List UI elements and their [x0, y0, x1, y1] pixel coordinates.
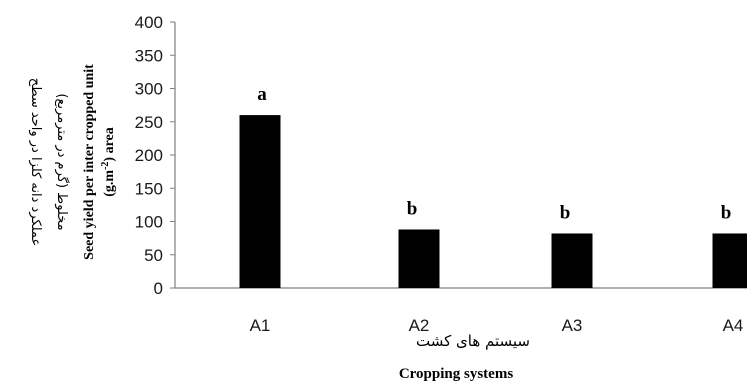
y-tick-label: 200	[135, 146, 163, 165]
x-axis-label-en: Cropping systems	[399, 366, 513, 382]
y-axis-label-fa-line2: مخلوط (گرم در مترمربع)	[54, 93, 70, 230]
y-tick-label: 50	[144, 246, 163, 265]
y-axis-label-en-line2: (g.m-2) area	[100, 127, 118, 197]
y-tick-label: 300	[135, 80, 163, 99]
x-tick-label-a2: A2	[409, 316, 430, 335]
bar-a4	[712, 233, 747, 288]
x-tick-label-a3: A3	[562, 316, 583, 335]
y-axis-label-en-line1: Seed yield per inter cropped unit	[82, 64, 97, 260]
y-tick-label: 250	[135, 113, 163, 132]
x-tick-label-a4: A4	[723, 316, 744, 335]
bar-a2	[398, 229, 440, 288]
y-tick-label: 150	[135, 179, 163, 198]
x-axis-label-fa: سیستم های کشت	[416, 332, 530, 350]
y-tick-label: 0	[154, 279, 163, 298]
y-tick-label: 350	[135, 46, 163, 65]
bar-a1	[239, 115, 281, 288]
y-ticks: 0 50 100 150 200 250 300 350 400	[135, 13, 175, 298]
significance-letter-a4: b	[721, 202, 732, 223]
significance-letter-a3: b	[560, 202, 571, 223]
x-tick-label-a1: A1	[250, 316, 271, 335]
bar-a3	[551, 233, 593, 288]
y-tick-label: 400	[135, 13, 163, 32]
significance-letters: a b b b	[257, 84, 731, 223]
y-axis-label-fa-line1: عملکرد دانه کلزا در واحد سطح	[28, 78, 43, 246]
y-tick-label: 100	[135, 213, 163, 232]
significance-letter-a1: a	[257, 84, 267, 105]
significance-letter-a2: b	[407, 198, 418, 219]
x-ticks: A1 A2 A3 A4	[250, 316, 744, 335]
bars	[239, 115, 747, 288]
